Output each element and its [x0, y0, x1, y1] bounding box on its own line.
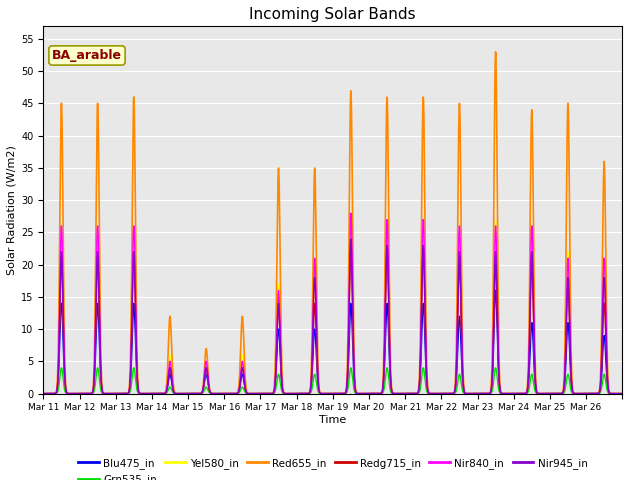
Title: Incoming Solar Bands: Incoming Solar Bands — [250, 7, 416, 22]
Y-axis label: Solar Radiation (W/m2): Solar Radiation (W/m2) — [7, 145, 17, 275]
Text: BA_arable: BA_arable — [52, 49, 122, 62]
Legend: Blu475_in, Grn535_in, Yel580_in, Red655_in, Redg715_in, Nir840_in, Nir945_in: Blu475_in, Grn535_in, Yel580_in, Red655_… — [74, 454, 591, 480]
X-axis label: Time: Time — [319, 415, 346, 425]
